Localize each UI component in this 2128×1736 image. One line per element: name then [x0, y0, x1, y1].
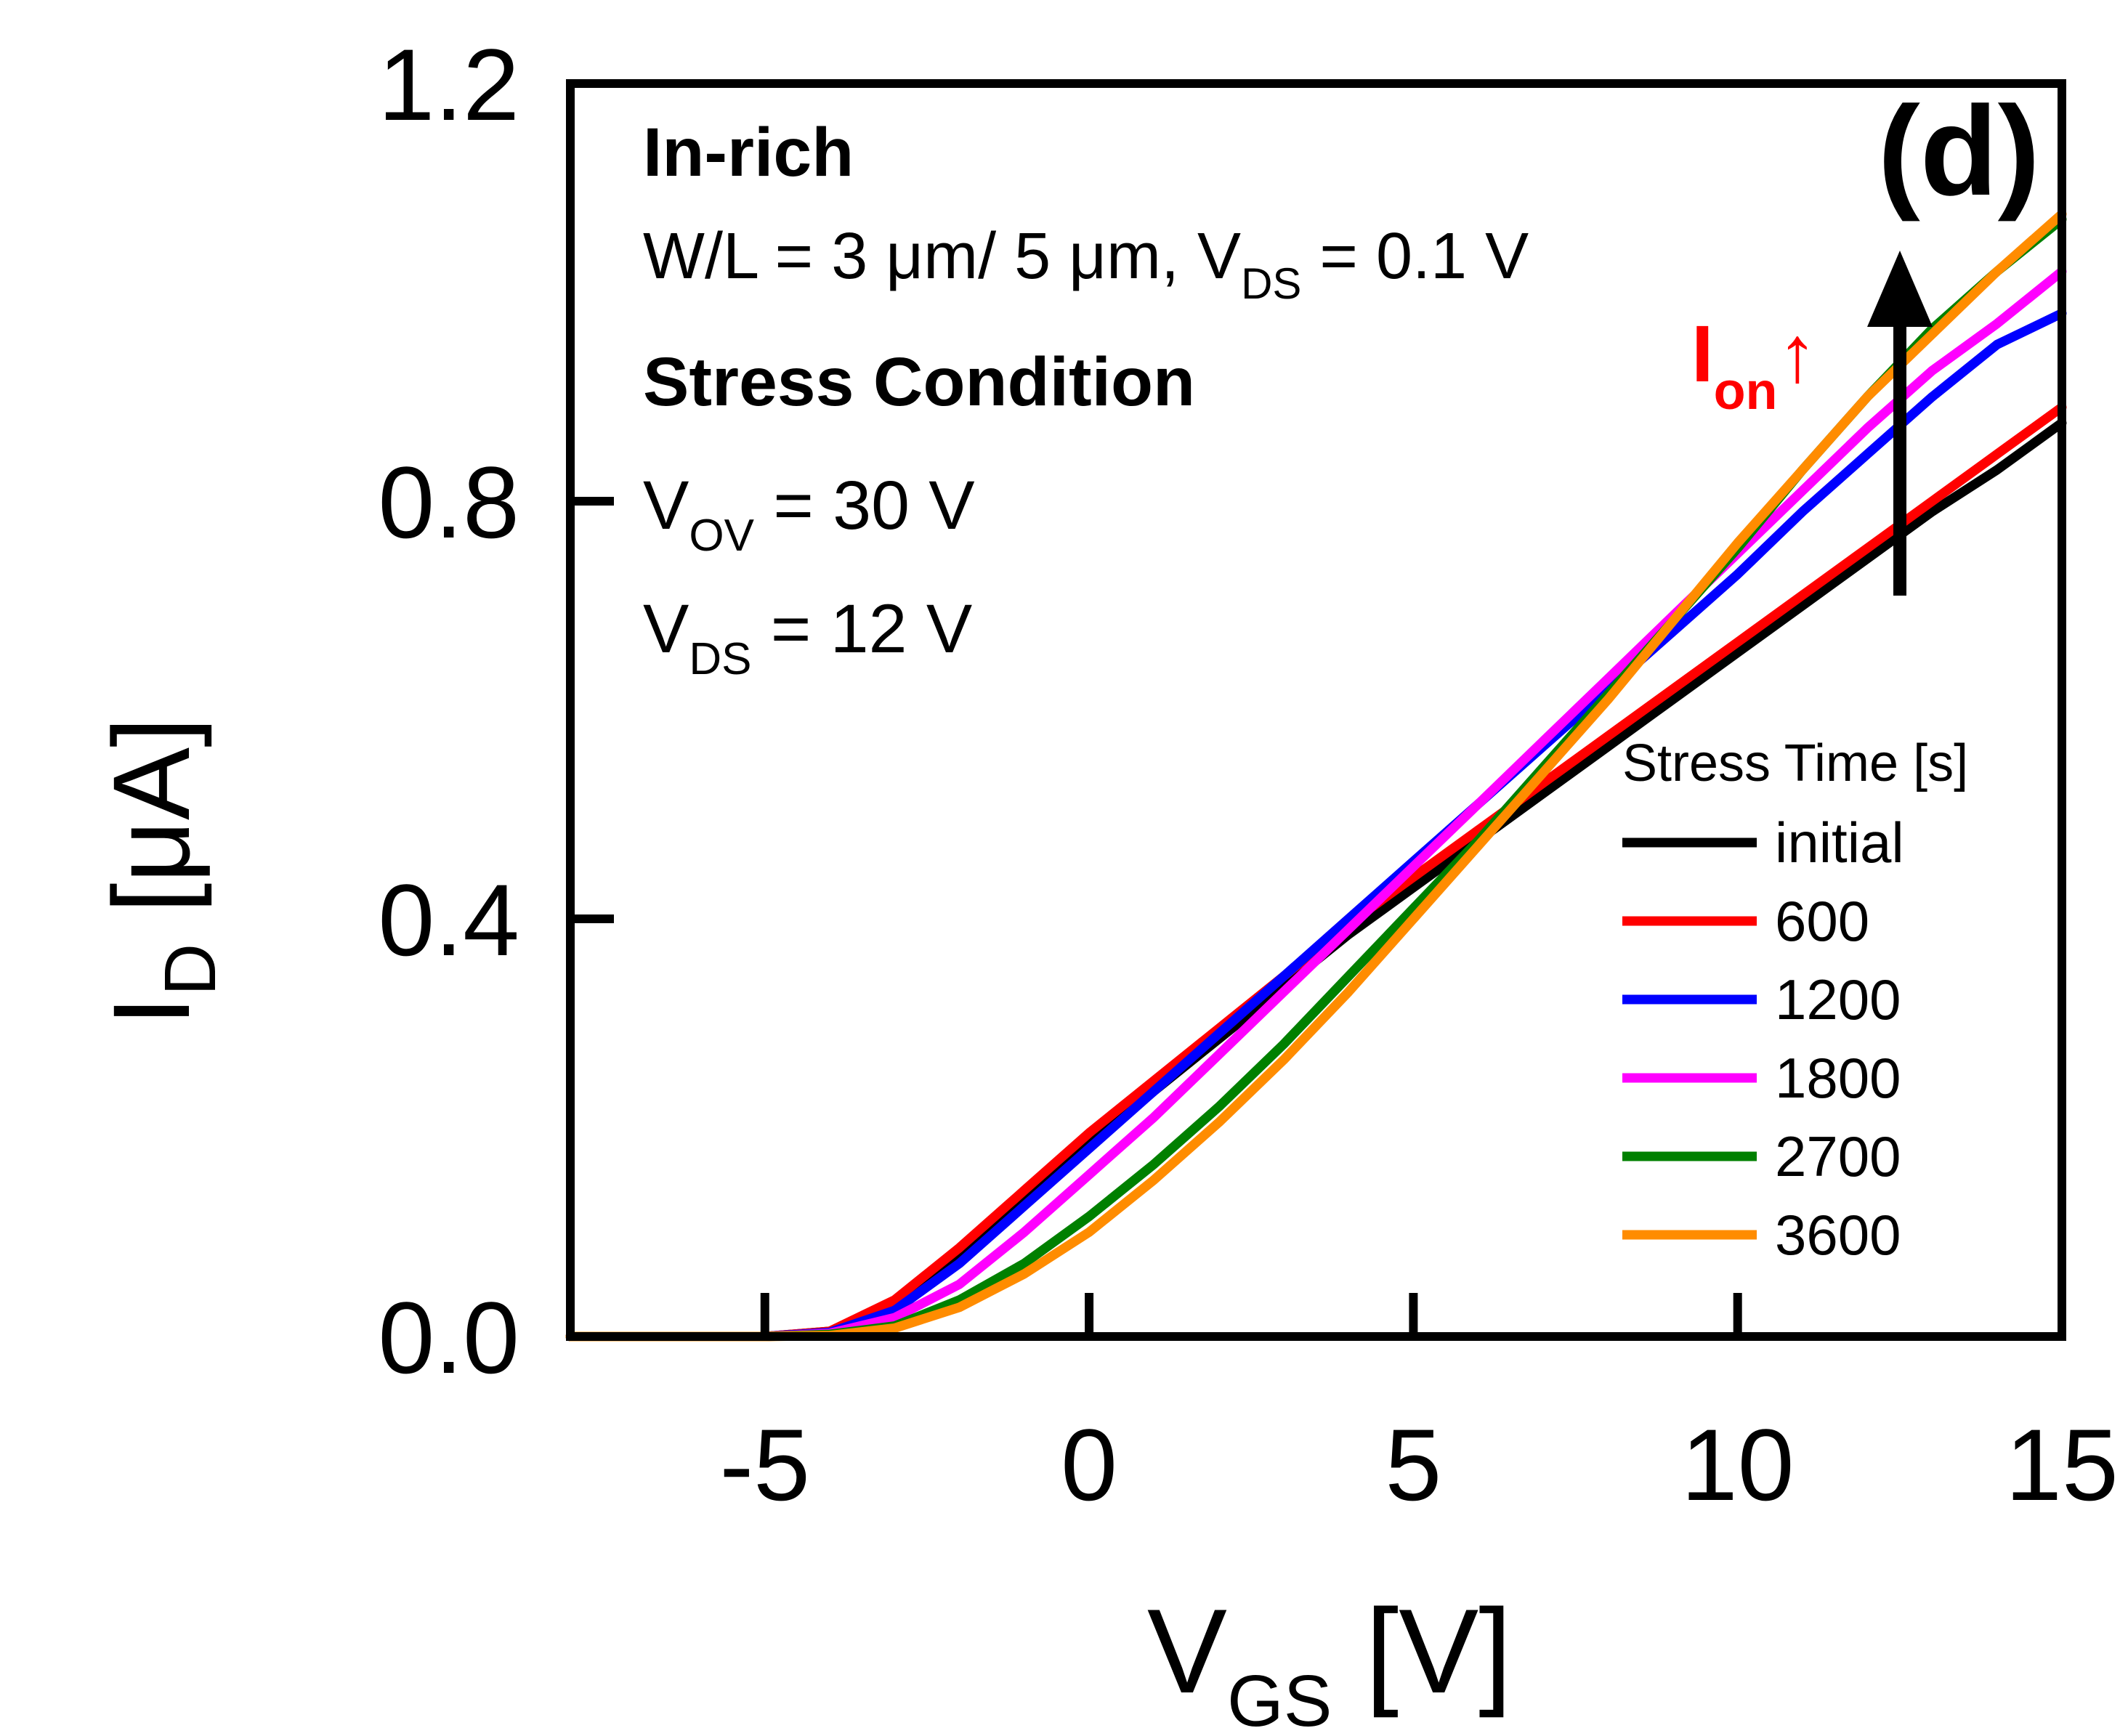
vds-label-sub: DS	[689, 634, 751, 684]
legend-label-2700: 2700	[1775, 1124, 1901, 1188]
geometry-label: W/L = 3 μm/ 5 μm, VDS = 0.1 V	[643, 220, 1529, 308]
vds-label: VDS = 12 V	[643, 591, 972, 684]
y-axis-label: ID [μA]	[90, 717, 231, 1026]
series-layer	[565, 209, 2067, 1342]
y-axis-label-unit: [μA]	[90, 717, 212, 944]
y-tick-label: 0.8	[378, 445, 519, 559]
ion-arrow-head	[1867, 251, 1933, 327]
vov-label-suffix: = 30 V	[754, 467, 975, 544]
y-axis-label-sub: D	[150, 944, 231, 996]
legend-label-initial: initial	[1775, 811, 1904, 875]
vds-label-suffix: = 12 V	[752, 591, 973, 668]
panel-label: (d)	[1878, 81, 2040, 222]
legend: initial 600 1200 1800 2700 3600	[1622, 811, 1904, 1267]
geometry-label-sub: DS	[1241, 259, 1301, 308]
x-tick-label: 0	[1061, 1408, 1117, 1522]
series-line-1800	[565, 267, 2067, 1342]
vov-label: VOV = 30 V	[643, 467, 975, 561]
y-tick-label: 1.2	[378, 28, 519, 142]
geometry-label-prefix: W/L = 3 μm/ 5 μm, V	[643, 220, 1241, 293]
x-tick-label: -5	[720, 1408, 810, 1522]
legend-label-3600: 3600	[1775, 1203, 1901, 1267]
tick-label-layer: -5 0 5 10 15 0.0 0.4 0.8 1.2	[378, 28, 2118, 1522]
plot-frame	[566, 79, 2066, 1341]
series-line-3600	[565, 209, 2067, 1342]
vov-label-prefix: V	[643, 467, 689, 544]
x-axis-label: VGS [V]	[1147, 1584, 1512, 1736]
y-tick-label: 0.0	[378, 1281, 519, 1395]
x-tick-label: 5	[1385, 1408, 1441, 1522]
vds-label-prefix: V	[643, 591, 689, 668]
geometry-label-suffix: = 0.1 V	[1301, 220, 1529, 293]
x-tick-label: 10	[1681, 1408, 1795, 1522]
ion-label: Ion↑	[1691, 309, 1818, 421]
legend-label-600: 600	[1775, 889, 1869, 953]
material-label: In-rich	[643, 114, 854, 191]
series-line-1200	[565, 308, 2067, 1342]
legend-label-1200: 1200	[1775, 968, 1901, 1031]
legend-title: Stress Time [s]	[1622, 734, 1968, 792]
vov-label-sub: OV	[689, 511, 754, 561]
ion-label-prefix: I	[1691, 309, 1714, 399]
x-axis-label-main: V	[1147, 1584, 1227, 1718]
ion-label-suffix: ↑	[1778, 309, 1818, 399]
legend-label-1800: 1800	[1775, 1046, 1901, 1110]
stress-heading: Stress Condition	[643, 344, 1195, 421]
ion-label-sub: on	[1714, 362, 1778, 421]
x-axis-label-sub: GS	[1227, 1660, 1332, 1736]
x-axis-label-unit: [V]	[1332, 1584, 1512, 1718]
x-tick-label: 15	[2005, 1408, 2119, 1522]
tick-layer	[570, 497, 2066, 1337]
y-axis-label-main: I	[90, 996, 212, 1026]
y-tick-label: 0.4	[378, 863, 519, 977]
